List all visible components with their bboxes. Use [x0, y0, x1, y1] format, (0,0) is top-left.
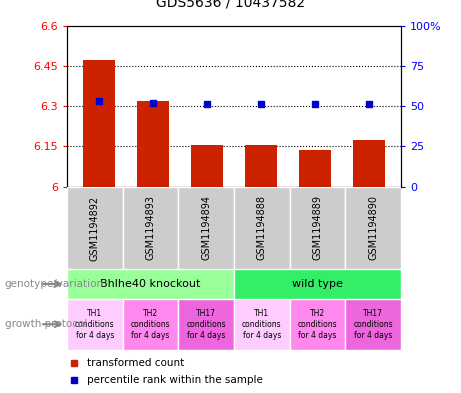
Bar	[178, 187, 234, 269]
Bar	[83, 61, 115, 187]
Bar	[345, 299, 401, 350]
Bar	[234, 187, 290, 269]
Text: transformed count: transformed count	[87, 358, 184, 367]
Bar	[290, 187, 345, 269]
Bar	[290, 299, 345, 350]
Bar	[245, 145, 277, 187]
Text: genotype/variation: genotype/variation	[5, 279, 104, 289]
Bar	[353, 140, 385, 187]
Text: GSM1194890: GSM1194890	[368, 195, 378, 261]
Text: TH2
conditions
for 4 days: TH2 conditions for 4 days	[298, 309, 337, 340]
Text: growth protocol: growth protocol	[5, 319, 87, 329]
Text: GSM1194893: GSM1194893	[145, 195, 155, 261]
Text: TH1
conditions
for 4 days: TH1 conditions for 4 days	[242, 309, 282, 340]
Bar	[123, 299, 178, 350]
Text: TH17
conditions
for 4 days: TH17 conditions for 4 days	[354, 309, 393, 340]
Bar	[234, 299, 290, 350]
Bar	[137, 101, 169, 187]
Bar	[123, 187, 178, 269]
Bar	[67, 187, 123, 269]
Text: TH1
conditions
for 4 days: TH1 conditions for 4 days	[75, 309, 114, 340]
Text: GSM1194892: GSM1194892	[90, 195, 100, 261]
Bar	[178, 299, 234, 350]
Text: GSM1194894: GSM1194894	[201, 195, 211, 261]
Text: GSM1194888: GSM1194888	[257, 195, 267, 261]
Bar	[299, 151, 331, 187]
Text: GDS5636 / 10437582: GDS5636 / 10437582	[156, 0, 305, 10]
Bar	[67, 269, 234, 299]
Text: percentile rank within the sample: percentile rank within the sample	[87, 375, 263, 385]
Bar	[191, 145, 223, 187]
Text: TH17
conditions
for 4 days: TH17 conditions for 4 days	[186, 309, 226, 340]
Text: wild type: wild type	[292, 279, 343, 289]
Bar	[345, 187, 401, 269]
Bar	[234, 269, 401, 299]
Text: Bhlhe40 knockout: Bhlhe40 knockout	[100, 279, 201, 289]
Bar	[67, 299, 123, 350]
Text: GSM1194889: GSM1194889	[313, 195, 323, 261]
Text: TH2
conditions
for 4 days: TH2 conditions for 4 days	[130, 309, 170, 340]
